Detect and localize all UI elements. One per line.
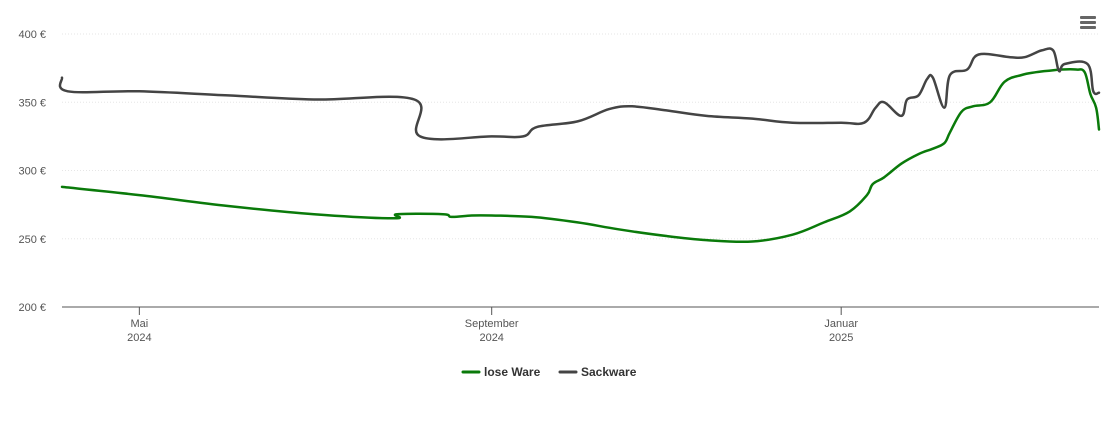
- legend-item-1[interactable]: Sackware: [558, 365, 637, 379]
- grid-lines: [62, 33, 1099, 240]
- y-tick-label: 200 €: [18, 302, 46, 314]
- x-tick-label: Januar: [824, 318, 858, 330]
- hamburger-menu-icon[interactable]: [1078, 12, 1098, 32]
- legend-item-0[interactable]: lose Ware: [461, 365, 541, 379]
- y-tick-label: 350 €: [18, 97, 46, 109]
- x-axis: Mai 2024 September 2024 Januar 2025: [62, 306, 1099, 344]
- y-axis: 200 € 250 € 300 € 350 € 400 €: [18, 29, 46, 314]
- x-tick-label: September: [465, 318, 519, 330]
- legend-label: lose Ware: [484, 365, 541, 379]
- series-line-0: [60, 67, 1101, 244]
- series-line-1: [58, 47, 1101, 141]
- y-tick-label: 300 €: [18, 166, 46, 178]
- x-tick-label: Mai: [130, 318, 148, 330]
- x-tick-year: 2024: [127, 332, 151, 344]
- series-lines: [58, 47, 1101, 244]
- y-tick-label: 400 €: [18, 29, 46, 41]
- legend-label: Sackware: [581, 365, 637, 379]
- x-tick-year: 2024: [479, 332, 503, 344]
- legend[interactable]: lose Ware Sackware: [461, 365, 637, 379]
- x-tick-year: 2025: [829, 332, 853, 344]
- y-tick-label: 250 €: [18, 234, 46, 246]
